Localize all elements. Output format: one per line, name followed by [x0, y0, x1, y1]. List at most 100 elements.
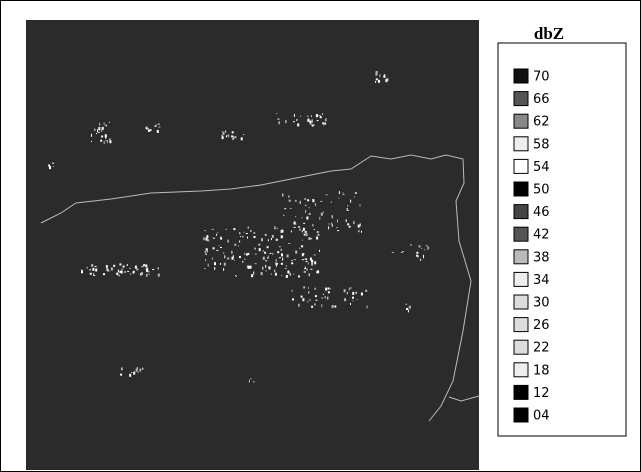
- echo: [361, 293, 363, 296]
- echo: [242, 261, 243, 263]
- echo: [314, 303, 315, 305]
- echo: [306, 217, 308, 220]
- echo: [259, 248, 261, 251]
- echo: [81, 270, 83, 273]
- echo: [263, 257, 265, 260]
- echo: [317, 231, 319, 233]
- echo: [246, 254, 248, 256]
- echo: [220, 238, 222, 240]
- echo: [148, 271, 150, 272]
- legend-swatch: [514, 205, 528, 219]
- echo: [312, 224, 313, 226]
- echo: [141, 266, 143, 267]
- echo: [267, 257, 268, 259]
- echo: [242, 236, 244, 237]
- echo: [130, 274, 131, 275]
- echo: [274, 270, 275, 272]
- legend-swatch: [514, 272, 528, 286]
- echo: [304, 199, 306, 200]
- echo: [234, 136, 236, 138]
- echo: [310, 258, 312, 261]
- echo: [419, 245, 421, 247]
- echo: [105, 125, 107, 126]
- echo: [297, 123, 299, 126]
- echo: [87, 267, 88, 269]
- echo: [116, 273, 118, 275]
- echo: [265, 234, 267, 236]
- echo: [418, 256, 419, 258]
- echo: [226, 135, 227, 137]
- echo: [282, 236, 283, 237]
- echo: [272, 235, 274, 238]
- echo: [405, 304, 407, 305]
- echo: [302, 298, 304, 301]
- echo: [135, 266, 137, 269]
- echo: [101, 136, 103, 138]
- echo: [113, 265, 115, 267]
- echo: [334, 306, 336, 308]
- echo: [328, 226, 329, 229]
- echo: [109, 122, 110, 123]
- echo: [255, 248, 256, 250]
- echo: [268, 256, 269, 257]
- echo: [329, 224, 330, 225]
- echo: [253, 272, 254, 275]
- echo: [270, 253, 272, 254]
- echo: [361, 231, 362, 233]
- echo: [158, 124, 160, 125]
- echo: [294, 259, 296, 260]
- echo: [208, 264, 209, 267]
- echo: [310, 269, 312, 270]
- echo: [307, 269, 308, 271]
- echo: [262, 267, 263, 270]
- echo: [325, 288, 327, 291]
- echo: [301, 217, 302, 218]
- echo: [281, 249, 282, 251]
- echo: [106, 126, 107, 127]
- echo: [288, 196, 289, 198]
- echo: [298, 226, 300, 228]
- echo: [328, 288, 330, 290]
- echo: [299, 248, 300, 249]
- echo: [158, 274, 160, 277]
- legend-swatch: [514, 182, 528, 196]
- echo: [158, 267, 159, 269]
- echo: [205, 254, 207, 255]
- echo: [352, 297, 354, 299]
- echo: [323, 125, 324, 126]
- echo: [261, 272, 263, 275]
- legend-swatch: [514, 69, 528, 83]
- echo: [239, 256, 241, 258]
- echo: [304, 271, 306, 273]
- echo: [294, 227, 296, 228]
- echo: [323, 212, 324, 213]
- echo: [119, 271, 121, 273]
- echo: [279, 121, 280, 124]
- echo: [316, 271, 318, 273]
- echo: [295, 216, 296, 217]
- echo: [267, 246, 269, 248]
- legend-swatch: [514, 227, 528, 241]
- echo: [90, 273, 92, 275]
- echo: [322, 297, 323, 299]
- echo: [312, 125, 314, 127]
- echo: [251, 274, 253, 277]
- echo: [354, 196, 355, 197]
- echo: [314, 255, 316, 256]
- echo: [320, 201, 322, 202]
- echo: [416, 252, 418, 254]
- echo: [141, 272, 143, 275]
- echo: [239, 232, 240, 234]
- legend-swatch: [514, 408, 528, 422]
- echo: [304, 268, 306, 269]
- echo: [244, 259, 245, 260]
- echo: [227, 258, 229, 260]
- echo: [315, 295, 317, 297]
- echo: [355, 192, 357, 194]
- echo: [212, 258, 213, 260]
- echo: [316, 114, 318, 116]
- echo: [301, 296, 303, 298]
- echo: [132, 273, 134, 274]
- echo: [343, 194, 345, 195]
- echo: [253, 233, 255, 234]
